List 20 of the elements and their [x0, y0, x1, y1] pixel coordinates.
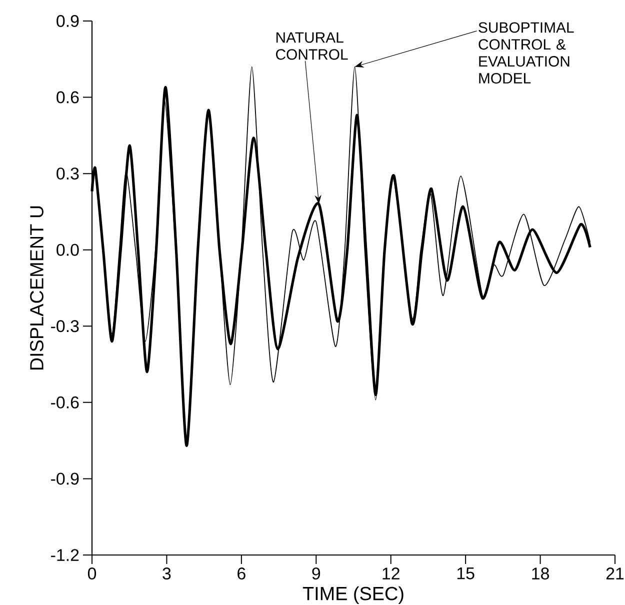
x-tick-label: 15 [457, 568, 474, 580]
y-tick-label: 0.0 [56, 244, 79, 256]
x-tick-label: 21 [606, 568, 624, 580]
annotation: SUBOPTIMAL CONTROL & EVALUATION MODEL [478, 22, 574, 84]
x-tick-label: 3 [162, 568, 171, 580]
y-tick-label: -0.3 [51, 320, 79, 332]
x-tick-label: 18 [532, 568, 549, 580]
annotation: NATURAL CONTROL [276, 32, 348, 60]
y-tick-label: -0.9 [51, 472, 79, 485]
y-tick-label: 0.9 [56, 14, 79, 27]
y-tick-label: 0.6 [56, 91, 79, 104]
y-tick-label: -0.6 [51, 396, 79, 408]
y-axis-title: DISPLACEMENT U [30, 206, 44, 370]
x-tick-label: 6 [238, 568, 246, 580]
x-tick-label: 0 [88, 568, 96, 580]
x-tick-label: 12 [382, 568, 400, 580]
y-tick-label: -1.2 [51, 549, 79, 561]
x-axis-title: TIME (SEC) [302, 586, 404, 604]
y-tick-label: 0.3 [56, 168, 79, 180]
x-tick-label: 9 [312, 568, 320, 580]
